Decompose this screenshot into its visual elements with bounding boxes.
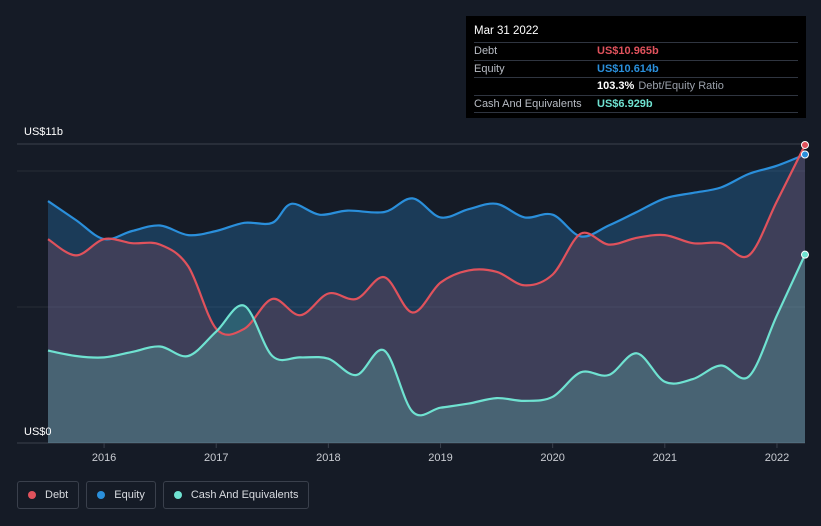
tooltip-cash-value: US$6.929b [597, 97, 653, 110]
legend-label-cash: Cash And Equivalents [190, 489, 299, 501]
tooltip-ratio-spacer [474, 78, 597, 95]
tooltip-cash-label: Cash And Equivalents [474, 97, 582, 110]
tooltip-row-cash: Cash And Equivalents US$6.929b [474, 96, 798, 113]
chart-grid [17, 143, 805, 444]
equity-line [47, 153, 806, 241]
tooltip-date: Mar 31 2022 [474, 24, 798, 43]
x-tick-label: 2016 [92, 452, 116, 464]
tooltip-panel: Mar 31 2022 Debt US$10.965b Equity US$10… [466, 16, 806, 118]
legend-item-equity[interactable]: Equity [86, 481, 156, 509]
x-axis-ticks: 2016 2017 2018 2019 2020 2021 2022 [92, 443, 789, 464]
cash-and-equivalents-endpoint [801, 250, 809, 259]
legend-item-debt[interactable]: Debt [17, 481, 80, 509]
legend-dot-cash [173, 491, 182, 499]
legend-item-cash[interactable]: Cash And Equivalents [162, 481, 310, 509]
x-tick-label: 2018 [316, 452, 340, 464]
legend-label-debt: Debt [45, 489, 69, 501]
legend-dot-equity [97, 491, 106, 499]
chart-legend: Debt Equity Cash And Equivalents [17, 481, 310, 509]
debt-line [47, 144, 806, 336]
x-tick-label: 2017 [204, 452, 228, 464]
chart-endpoints [801, 140, 809, 259]
equity-endpoint [801, 150, 809, 159]
legend-label-equity: Equity [114, 489, 145, 501]
chart-areas [48, 145, 805, 443]
tooltip-equity-label: Equity [474, 62, 505, 75]
y-axis-top-label: US$11b [24, 126, 63, 138]
x-tick-label: 2020 [540, 452, 564, 464]
x-tick-label: 2019 [428, 452, 452, 464]
y-axis-bottom-label: US$0 [24, 426, 52, 438]
cash-and-equivalents-area [48, 254, 805, 443]
tooltip-debt-label: Debt [474, 45, 498, 57]
legend-dot-debt [28, 491, 36, 499]
tooltip-ratio-label: Debt/Equity Ratio [638, 80, 724, 92]
cash-and-equivalents-line [47, 254, 806, 417]
tooltip-row-ratio: 103.3% Debt/Equity Ratio [474, 78, 798, 96]
tooltip-row-equity: Equity US$10.614b [474, 61, 798, 78]
x-tick-label: 2022 [765, 452, 789, 464]
debt-endpoint [801, 140, 809, 149]
chart-lines [47, 144, 806, 417]
tooltip-row-debt: Debt US$10.965b [474, 43, 798, 61]
x-tick-label: 2021 [653, 452, 677, 464]
tooltip-debt-value: US$10.965b [597, 45, 659, 57]
tooltip-equity-value: US$10.614b [597, 62, 659, 75]
tooltip-ratio-value: 103.3% [597, 80, 635, 92]
